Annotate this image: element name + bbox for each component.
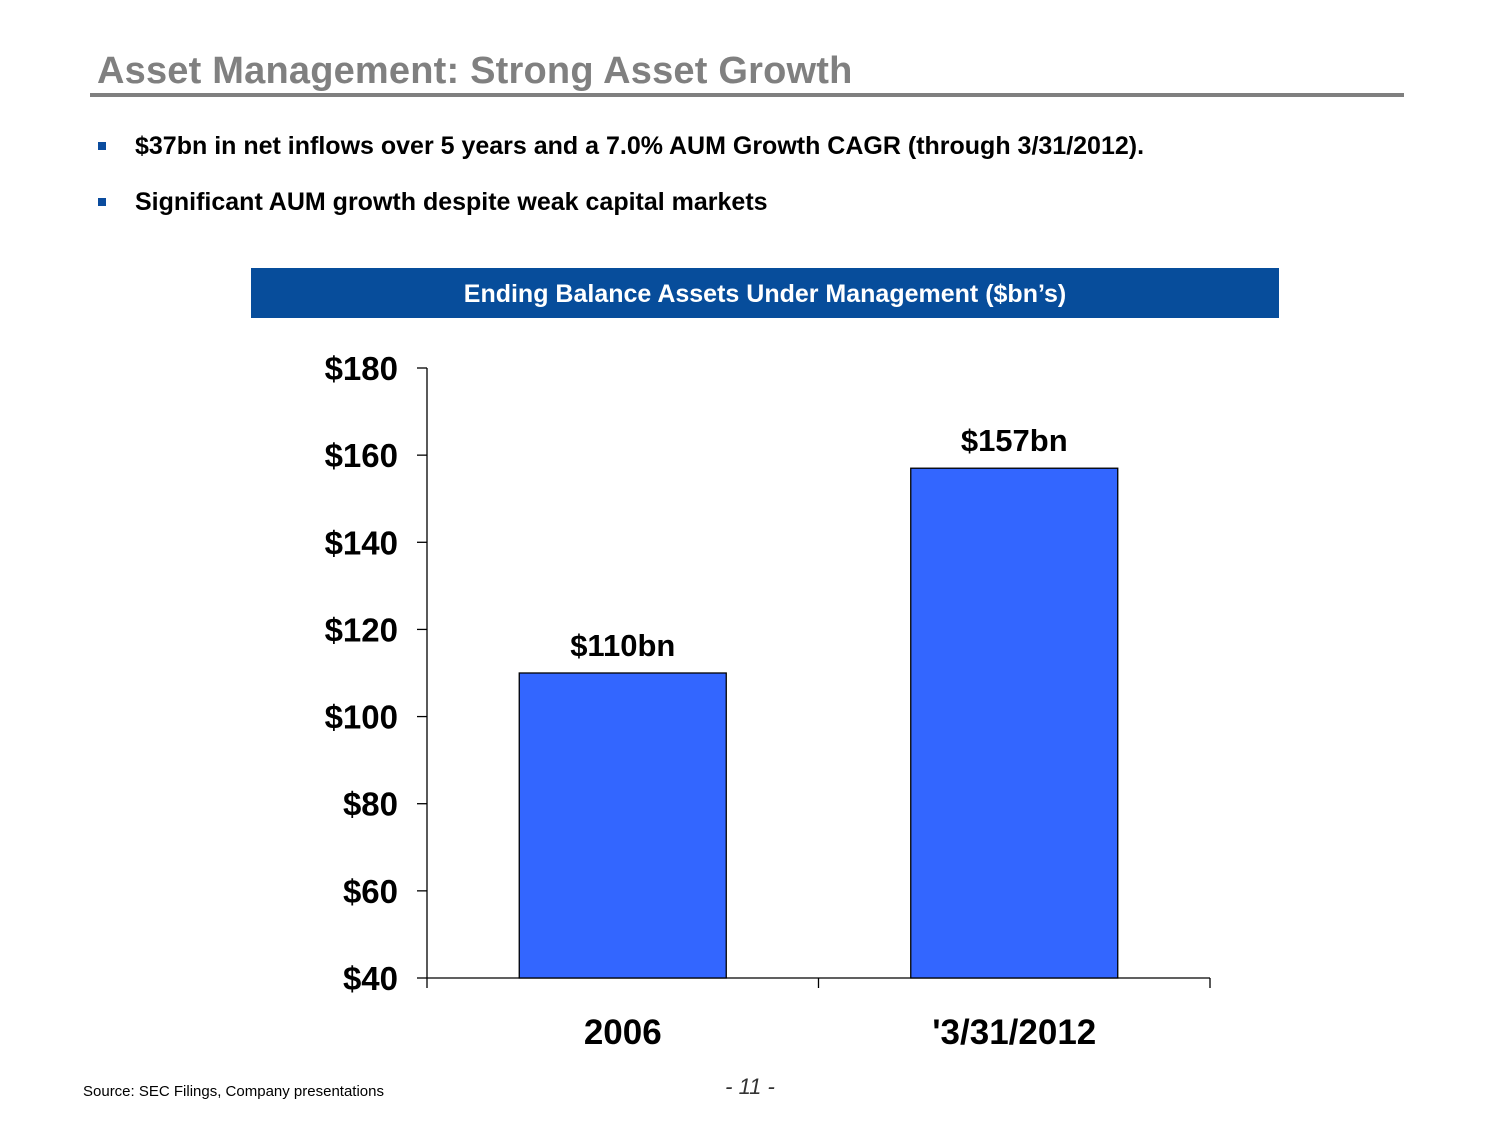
y-tick-label: $100 (325, 699, 398, 736)
y-tick-label: $140 (325, 524, 398, 561)
slide-title: Asset Management: Strong Asset Growth (97, 50, 853, 92)
bullet-list: $37bn in net inflows over 5 years and a … (98, 128, 1144, 240)
y-tick-label: $120 (325, 611, 398, 648)
y-tick-label: $40 (343, 960, 398, 997)
bullet-text: Significant AUM growth despite weak capi… (135, 188, 768, 216)
bar (518, 672, 727, 979)
square-bullet-icon (98, 198, 106, 206)
bullet-item: $37bn in net inflows over 5 years and a … (98, 128, 1144, 184)
bullet-text: $37bn in net inflows over 5 years and a … (135, 132, 1145, 160)
bar (910, 467, 1119, 979)
data-label: $157bn (961, 423, 1068, 458)
page-number: - 11 - (725, 1074, 775, 1099)
y-tick-label: $180 (325, 350, 398, 387)
chart-title: Ending Balance Assets Under Management (… (251, 268, 1279, 318)
title-underline (90, 93, 1404, 97)
y-tick-label: $160 (325, 437, 398, 474)
square-bullet-icon (98, 142, 106, 150)
x-tick-label: 2006 (584, 1013, 662, 1052)
data-label: $110bn (570, 628, 675, 663)
y-tick-label: $80 (343, 786, 398, 823)
bullet-item: Significant AUM growth despite weak capi… (98, 184, 1144, 240)
y-tick-label: $60 (343, 873, 398, 910)
source-note: Source: SEC Filings, Company presentatio… (83, 1083, 384, 1100)
x-tick-label: '3/31/2012 (932, 1013, 1096, 1052)
